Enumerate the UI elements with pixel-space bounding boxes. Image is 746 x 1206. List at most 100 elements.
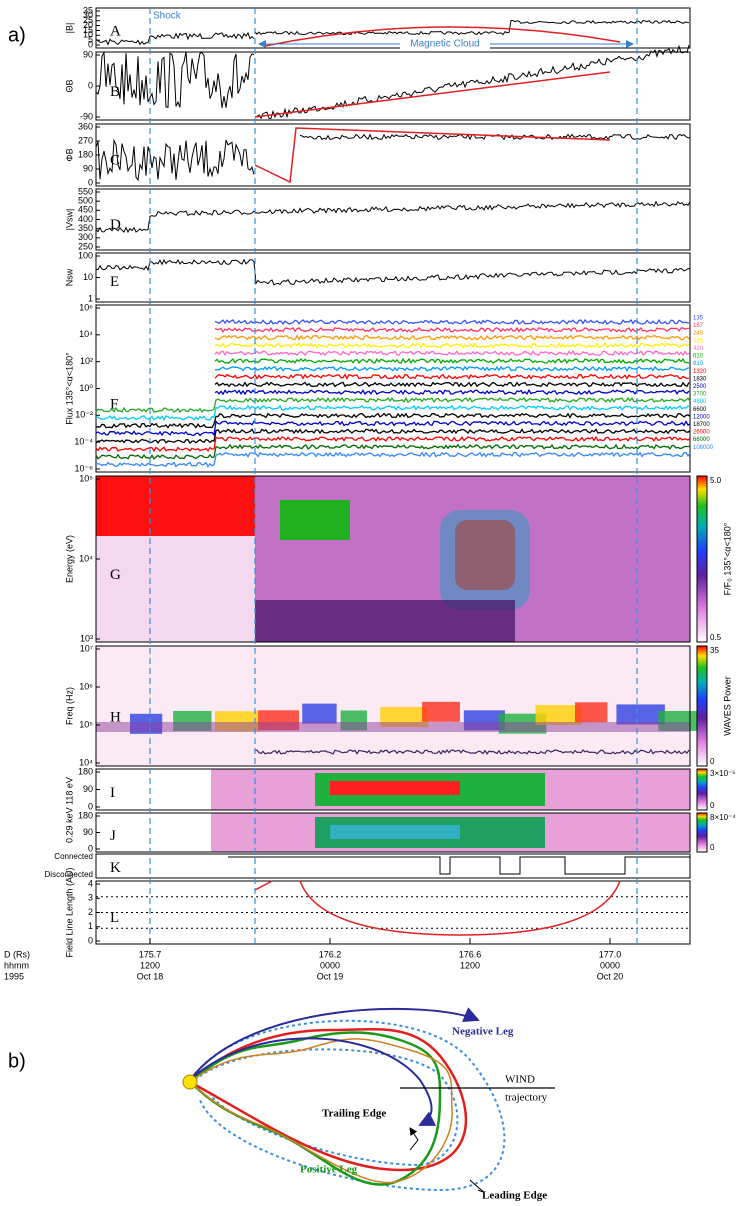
y-tick-label: 350 — [78, 223, 93, 233]
y-tick-label: 400 — [78, 214, 93, 224]
panel-letter: C — [110, 153, 120, 169]
colorbar-tick: 0 — [710, 843, 715, 852]
x-tick-label: Oct 18 — [137, 971, 164, 981]
x-tick-label: 0000 — [320, 960, 340, 970]
panel-letter: G — [110, 567, 121, 583]
label-bg — [400, 38, 490, 50]
channel-label: 325 — [693, 338, 704, 344]
x-tick-label: 0000 — [600, 960, 620, 970]
arrow — [469, 1179, 484, 1193]
channel-label: 1830 — [693, 376, 707, 382]
y-tick-label: 180 — [78, 810, 93, 820]
y-tick-label: 0 — [88, 39, 93, 49]
panel-frame — [95, 123, 691, 187]
trace — [254, 19, 690, 36]
trace — [214, 318, 690, 325]
y-tick-label: 20 — [83, 20, 93, 30]
x-tick-label: 176.2 — [319, 949, 342, 959]
y-tick-label: Connected — [54, 852, 93, 861]
y-tick-label: 0 — [88, 801, 93, 811]
y-tick-label: 360 — [78, 121, 93, 131]
spectrogram — [96, 476, 255, 536]
y-axis-label: 0.29 keV 118 eV — [64, 777, 74, 843]
y-tick-label: 10⁶ — [79, 302, 93, 312]
figure-label: b) — [8, 1050, 26, 1072]
y-tick-label: 10⁵ — [79, 473, 93, 483]
y-tick-label: 10 — [83, 272, 93, 282]
trace — [228, 856, 690, 875]
spectrogram — [330, 825, 460, 839]
panel-letter: D — [110, 217, 121, 233]
y-tick-label: 3 — [88, 893, 93, 903]
spectrogram — [422, 701, 460, 722]
trace — [214, 357, 690, 365]
colorbar — [696, 645, 708, 767]
colorbar-label: WAVES Power — [722, 676, 732, 736]
spectrogram — [535, 705, 582, 726]
sun — [182, 1074, 198, 1090]
spectrogram — [255, 600, 515, 642]
y-tick-label: 10⁴ — [79, 329, 93, 339]
trace — [95, 396, 691, 414]
trace — [254, 44, 690, 120]
spectrogram — [330, 781, 460, 795]
trace — [95, 428, 691, 445]
y-tick-label: 10 — [83, 30, 93, 40]
y-axis-label: |Vsw| — [64, 209, 74, 231]
arrow — [189, 1007, 480, 1081]
channel-label: 245 — [693, 331, 704, 337]
y-tick-label: 250 — [78, 241, 93, 251]
colorbar — [696, 475, 708, 643]
y-tick-label: 25 — [83, 15, 93, 25]
y-tick-label: 550 — [78, 186, 93, 196]
trace — [214, 342, 690, 349]
y-axis-label: ΦB — [64, 148, 74, 161]
spectrogram — [302, 703, 337, 724]
y-tick-label: 100 — [78, 250, 93, 260]
trace — [214, 388, 690, 396]
spectrogram — [96, 813, 211, 852]
colorbar-tick: 0 — [710, 757, 715, 766]
annotation: Shock — [153, 11, 182, 22]
trace — [95, 435, 691, 453]
panel-letter: H — [110, 709, 121, 725]
x-tick-label: 177.0 — [599, 949, 622, 959]
panel-letter: B — [110, 84, 120, 100]
trace — [95, 420, 691, 437]
channel-label: 610 — [693, 354, 704, 360]
y-tick-label: 1 — [88, 921, 93, 931]
field-line — [189, 1027, 468, 1172]
channel-label: 187 — [693, 323, 704, 329]
trace — [214, 365, 690, 373]
panel-letter: E — [110, 274, 119, 290]
colorbar-tick: 5.0 — [710, 476, 722, 485]
trace — [95, 138, 255, 182]
y-tick-label: 90 — [83, 784, 93, 794]
trace — [95, 451, 691, 468]
y-tick-label: 5 — [88, 35, 93, 45]
colorbar-tick: 3×10⁻⁵ — [710, 769, 736, 778]
trace — [95, 258, 691, 286]
trace — [95, 200, 691, 234]
y-tick-label: 10⁻⁶ — [75, 463, 94, 473]
colorbar-tick: 0 — [710, 801, 715, 810]
trace — [214, 326, 689, 333]
y-axis-label: Flux 135°<α<180° — [64, 352, 74, 425]
x-axis-label: hhmm — [4, 960, 29, 970]
channel-label: 66000 — [693, 437, 710, 443]
colorbar-label: F/F₀ 135°<α<180° — [722, 522, 732, 595]
spectrogram — [280, 500, 350, 540]
diagram-label: Leading Edge — [482, 1190, 547, 1202]
y-tick-label: 1 — [88, 293, 93, 303]
channel-label: 26000 — [693, 430, 710, 436]
colorbar-tick: 8×10⁻⁴ — [710, 813, 736, 822]
channel-label: 108000 — [693, 445, 714, 451]
y-tick-label: 10⁷ — [80, 643, 93, 653]
y-tick-label: 35 — [83, 5, 93, 15]
spectrogram — [574, 702, 608, 723]
fit-curve — [254, 880, 621, 936]
trace — [214, 373, 690, 380]
y-tick-label: 0 — [88, 177, 93, 187]
panels: A05101520253035|B|B-90090ΘBC090180270360… — [4, 5, 736, 981]
